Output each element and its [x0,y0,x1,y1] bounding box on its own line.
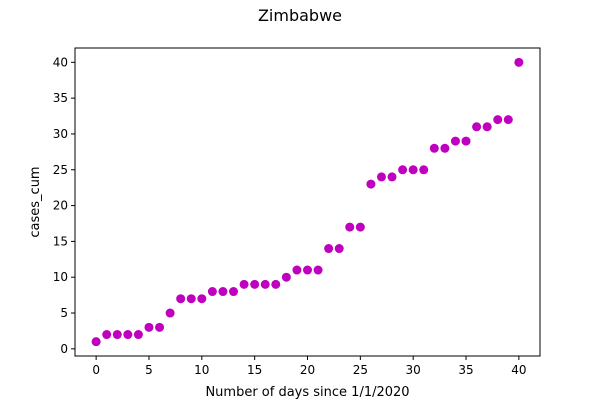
data-point [112,330,122,340]
data-point [493,115,503,125]
data-point [461,136,471,146]
x-tick-label: 20 [300,363,315,377]
data-point [186,294,196,304]
y-tick-label: 0 [60,342,68,356]
y-tick-label: 35 [53,91,68,105]
data-point [102,330,112,340]
y-tick-label: 30 [53,127,68,141]
data-point [345,222,355,232]
data-point [450,136,460,146]
y-axis: 0 5 10 15 20 25 30 35 40 [53,55,75,356]
data-point [229,287,239,297]
data-point [419,165,429,175]
data-point [133,330,143,340]
y-tick-label: 10 [53,270,68,284]
data-point [292,265,302,275]
y-tick-label: 25 [53,163,68,177]
data-point [281,272,291,282]
data-point [271,279,281,289]
data-point [165,308,175,318]
data-point [334,244,344,254]
data-point [197,294,207,304]
data-point [429,143,439,153]
data-point [324,244,334,254]
data-point [239,279,249,289]
data-point [472,122,482,132]
x-axis-label: Number of days since 1/1/2020 [205,385,409,400]
x-axis: 0 5 10 15 20 25 30 35 40 [92,356,527,377]
data-point [123,330,133,340]
data-point [250,279,260,289]
data-points [91,57,524,347]
x-tick-label: 30 [406,363,421,377]
data-point [355,222,365,232]
y-tick-label: 15 [53,234,68,248]
data-point [218,287,228,297]
data-point [376,172,386,182]
data-point [313,265,323,275]
data-point [303,265,312,275]
y-tick-label: 5 [60,306,68,320]
data-point [514,57,524,67]
x-tick-label: 10 [194,363,209,377]
x-tick-label: 40 [511,363,526,377]
data-point [207,287,217,297]
y-tick-label: 40 [53,55,68,69]
x-tick-label: 5 [145,363,153,377]
data-point [91,337,101,347]
plot-area [74,47,541,357]
data-point [155,322,165,332]
data-point [176,294,186,304]
data-point [408,165,418,175]
x-tick-label: 25 [353,363,368,377]
data-point [387,172,397,182]
data-point [144,322,154,332]
x-tick-label: 15 [247,363,262,377]
data-point [440,143,450,153]
y-axis-label: cases_cum [28,166,43,237]
data-point [503,115,513,125]
data-point [366,179,376,189]
plot-frame [74,47,541,357]
chart-title: Zimbabwe [258,6,342,25]
x-tick-label: 35 [458,363,473,377]
x-tick-label: 0 [92,363,100,377]
data-point [398,165,408,175]
data-point [482,122,492,132]
y-tick-label: 20 [53,199,68,213]
data-point [260,279,270,289]
